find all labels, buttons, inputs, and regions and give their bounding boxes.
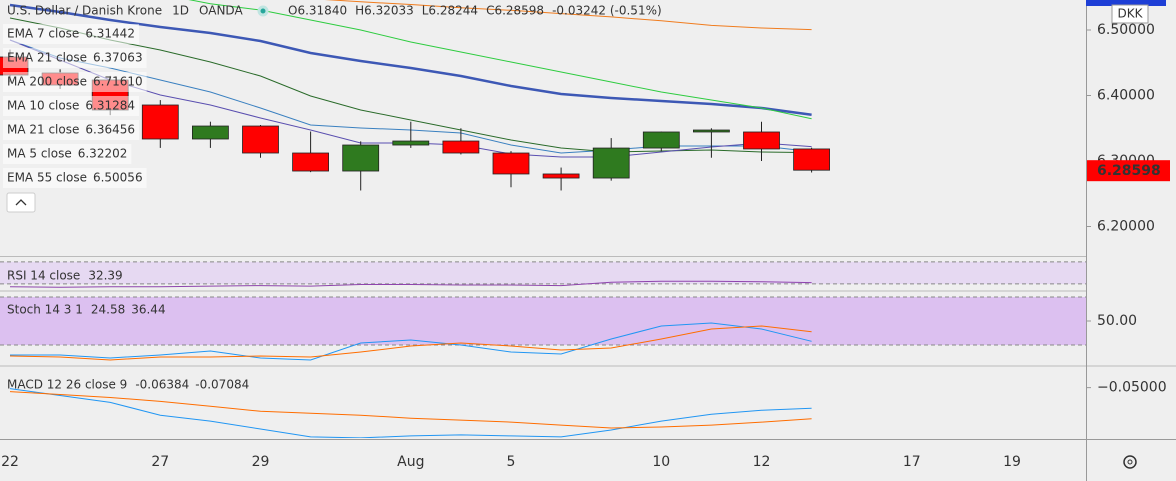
- legend-value: 6.31442: [85, 27, 135, 41]
- x-tick-label: 5: [507, 454, 516, 470]
- candle-body: [592, 147, 630, 179]
- x-tick-label: 12: [753, 454, 771, 470]
- legend-name: EMA 7 close: [7, 27, 79, 41]
- legend-name: MA 200 close: [7, 75, 87, 89]
- collapse-button[interactable]: [6, 192, 36, 213]
- ohlc-label: O6.31840: [288, 4, 347, 18]
- legend-background: [3, 72, 147, 92]
- candle-body: [292, 152, 330, 172]
- legend-value: 6.50056: [93, 171, 143, 185]
- legend-value: 6.37063: [93, 51, 143, 65]
- indicator-value: 36.44: [131, 303, 165, 317]
- y-tick-label: 50.00: [1097, 313, 1137, 329]
- last-price-tag: [1087, 160, 1170, 182]
- interval: 1D: [172, 4, 189, 18]
- indicator-line: [9, 280, 812, 288]
- legend-value: 6.31284: [85, 99, 135, 113]
- legend-name: MA 21 close: [7, 123, 79, 137]
- candle-body: [492, 152, 530, 175]
- gear: [1123, 455, 1137, 469]
- x-tick-label: 17: [903, 454, 921, 470]
- x-tick-label: 10: [652, 454, 670, 470]
- legend-value: 6.71610: [93, 75, 143, 89]
- candle-body: [693, 129, 730, 133]
- y-tick-label: 6.50000: [1097, 22, 1155, 38]
- indicator-line: [10, 322, 812, 361]
- title: U.S. Dollar / Danish Krone: [7, 4, 162, 18]
- candle-body: [793, 148, 830, 171]
- indicator-band: [0, 297, 1086, 345]
- candle-body: [242, 125, 279, 154]
- ohlc-label: C6.28598: [486, 4, 544, 18]
- source: OANDA: [199, 4, 243, 18]
- indicator-value: -0.07084: [195, 378, 249, 392]
- x-tick-label: 22: [1, 454, 19, 470]
- gear-center: [1127, 459, 1133, 465]
- y-tick-label: −0.05000: [1097, 380, 1167, 396]
- legend-background: [3, 48, 147, 68]
- indicator-value: 32.39: [88, 269, 122, 283]
- price-tag: [1086, 0, 1166, 6]
- legend-background: [3, 144, 132, 164]
- indicator-name: RSI 14 close: [7, 269, 80, 283]
- legend-background: [3, 168, 147, 188]
- candle-body: [191, 125, 229, 140]
- x-tick-label: 27: [151, 454, 169, 470]
- indicator-value: 24.58: [91, 303, 125, 317]
- currency-box[interactable]: [1111, 4, 1149, 24]
- indicator-line: [9, 391, 812, 429]
- legend-background: [3, 24, 139, 44]
- ohlc-label: L6.28244: [422, 4, 478, 18]
- legend-value: 6.32202: [78, 147, 128, 161]
- collapse-icon: [15, 199, 27, 206]
- indicator-band: [0, 261, 1086, 284]
- status-dot: [257, 5, 269, 17]
- legend-background: [3, 120, 139, 140]
- last-price-label: 6.28598: [1097, 163, 1161, 179]
- overlay-line: [9, 3, 812, 116]
- indicator-line: [9, 388, 812, 438]
- indicator-value: -0.06384: [135, 378, 189, 392]
- x-tick-label: 19: [1003, 454, 1021, 470]
- legend-value: 6.36456: [85, 123, 135, 137]
- candle-body: [141, 104, 179, 140]
- x-tick-label: Aug: [397, 454, 424, 470]
- candle-body: [442, 140, 480, 154]
- y-tick-label: 6.40000: [1097, 88, 1155, 104]
- legend-name: MA 5 close: [7, 147, 72, 161]
- legend-name: EMA 21 close: [7, 51, 87, 65]
- candle-body: [743, 131, 780, 150]
- indicator-name: MACD 12 26 close 9: [7, 378, 127, 392]
- y-tick-label: 6.20000: [1097, 219, 1155, 235]
- overlay-line: [324, 0, 812, 31]
- candle-body: [342, 144, 380, 172]
- candle-body: [392, 140, 430, 146]
- x-tick-label: 29: [252, 454, 270, 470]
- legend-name: EMA 55 close: [7, 171, 87, 185]
- change-label: -0.03242 (-0.51%): [552, 4, 662, 18]
- currency-label: DKK: [1118, 7, 1144, 21]
- indicator-name: Stoch 14 3 1: [7, 303, 83, 317]
- legend-name: MA 10 close: [7, 99, 79, 113]
- indicator-line: [9, 325, 812, 361]
- candle-body: [542, 173, 580, 179]
- settings-icon[interactable]: [1123, 455, 1137, 469]
- legend-background: [3, 96, 139, 116]
- overlay-line: [188, 0, 812, 120]
- candle-body: [642, 131, 680, 149]
- ohlc-label: H6.32033: [355, 4, 414, 18]
